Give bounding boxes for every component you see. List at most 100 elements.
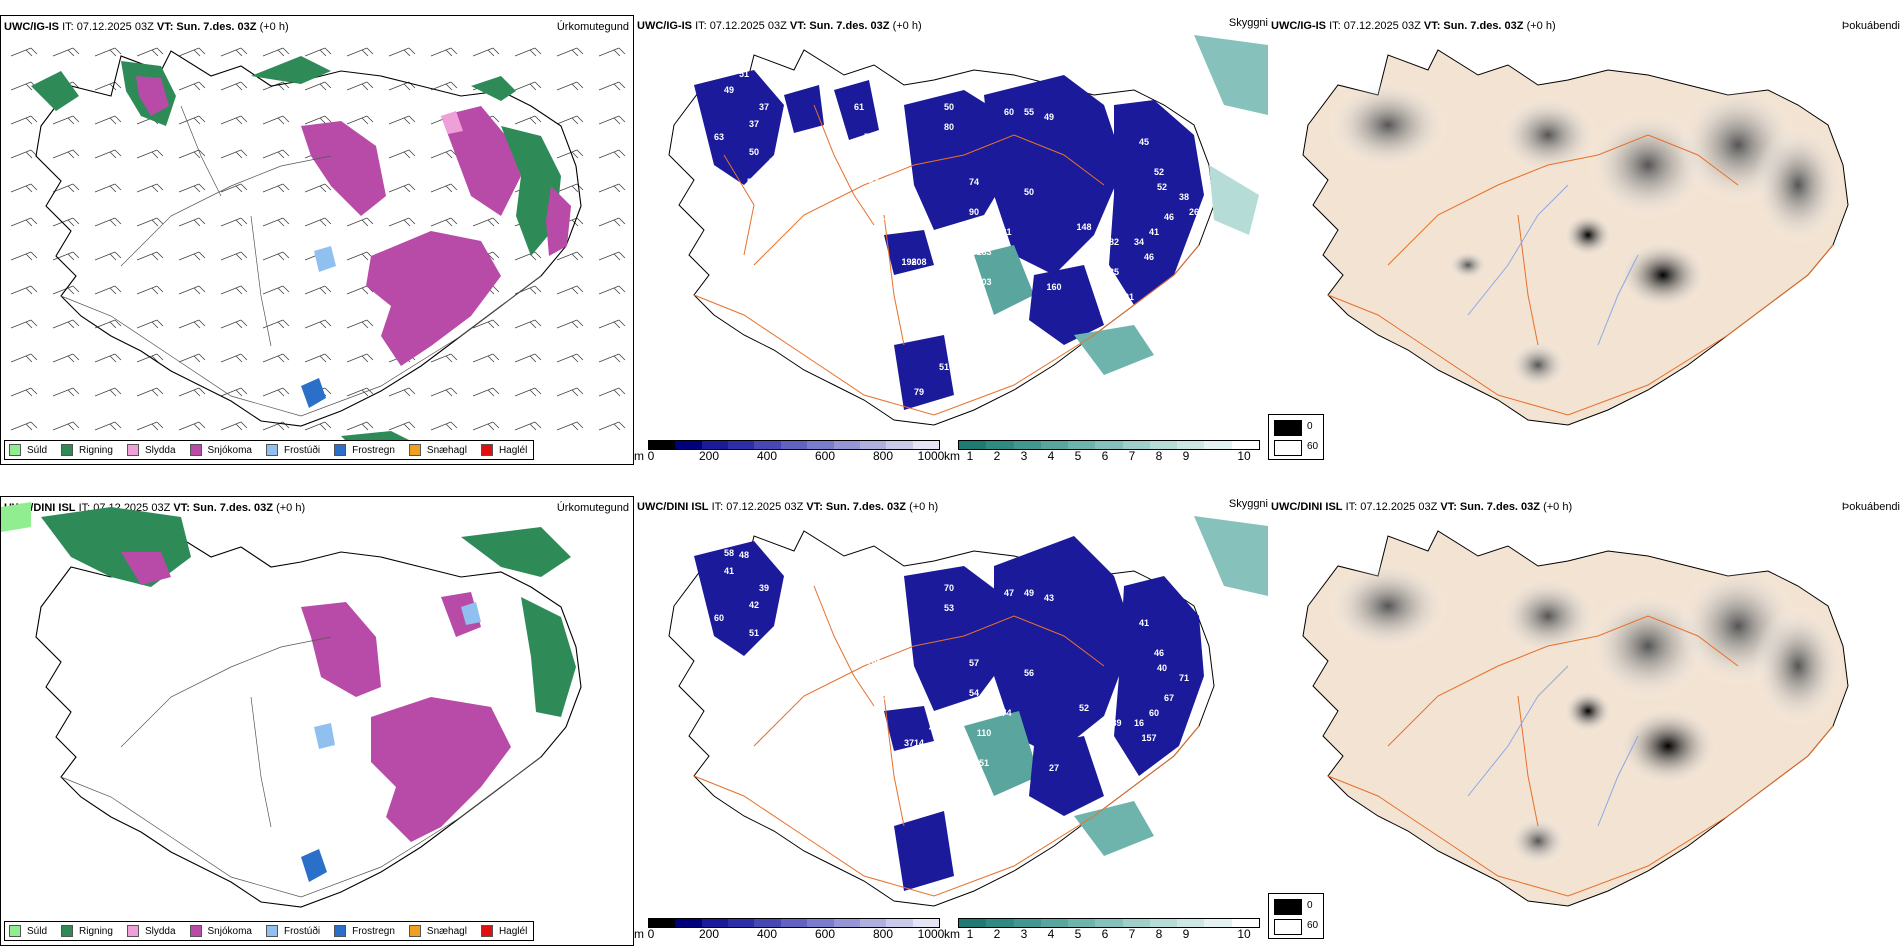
cloud-base-label: 46 [929, 723, 939, 733]
cloud-base-label: 89 [834, 127, 844, 137]
scale-swatch [807, 441, 834, 449]
cloud-base-label: 40 [1157, 663, 1167, 673]
fog-panel-2: UWC/DINI ISL IT: 07.12.2025 03Z VT: Sun.… [1268, 496, 1900, 946]
scale-swatch [780, 441, 808, 449]
scale-swatch [1122, 441, 1150, 449]
panel-title-1c: UWC/IG-IS IT: 07.12.2025 03Z VT: Sun. 7.… [1271, 20, 1556, 32]
cloud-base-label: 10 [894, 182, 904, 192]
scale-swatch [986, 441, 1014, 449]
cloud-base-label: 64 [869, 177, 879, 187]
scale-swatch [701, 919, 729, 927]
scale-swatch [1040, 441, 1069, 449]
visibility-scale-2: km 1 2 3 4 5 6 7 8 9 10 [944, 918, 1264, 941]
cloud-base-label: 49 [1024, 588, 1034, 598]
cloud-base-label: 61 [854, 102, 864, 112]
scale-swatch [833, 919, 860, 927]
cloud-base-label: 48 [739, 550, 749, 560]
scale-swatch [780, 919, 808, 927]
scale-swatch [859, 441, 887, 449]
cloud-base-label: 50 [944, 102, 954, 112]
cloud-base-label: 52 [1154, 167, 1164, 177]
cloud-base-label: 70 [944, 583, 954, 593]
legend-item: Haglél [480, 925, 527, 937]
legend-item: Snjókoma [189, 925, 252, 937]
scale-swatch [1177, 919, 1205, 927]
scale-swatch [649, 919, 676, 927]
cloud-base-unit: m [634, 449, 644, 463]
scale-swatch [1122, 919, 1150, 927]
cloud-base-label: 165 [891, 663, 906, 673]
fog-map-2[interactable] [1268, 496, 1900, 946]
precip-legend-2: Súld Rigning Slydda Snjókoma Frostúði Fr… [4, 921, 535, 941]
cloud-base-label: 48 [1129, 307, 1139, 317]
legend-item: Rigning [61, 444, 113, 456]
cloud-base-label: 60 [714, 613, 724, 623]
cloud-base-label: 41 [724, 566, 734, 576]
scale-swatch [833, 441, 860, 449]
scale-tick: 0 [647, 927, 655, 941]
cloud-base-label: 50 [1024, 187, 1034, 197]
scale-swatch [1177, 441, 1205, 449]
cloud-base-label: 56 [1024, 668, 1034, 678]
cloud-base-label: 58 [769, 638, 779, 648]
cloud-base-label: 80 [724, 192, 734, 202]
visibility-unit: km [944, 449, 960, 463]
fog-title-1: Þokuábendi [1841, 20, 1900, 32]
scale-swatch [886, 441, 913, 449]
scale-tick: 600 [814, 927, 836, 941]
cloud-base-label: 80 [944, 122, 954, 132]
cloud-base-label: 39 [759, 583, 769, 593]
scale-tick: 3 [1020, 927, 1028, 941]
cloud-base-label: 53 [959, 232, 969, 242]
scale-swatch [1204, 919, 1232, 927]
cloud-base-label: 148 [1076, 222, 1091, 232]
cloud-base-label: 50 [749, 147, 759, 157]
cloud-base-label: 38 [1179, 192, 1189, 202]
cloud-base-label: 52 [1157, 182, 1167, 192]
scale-tick: 6 [1101, 449, 1109, 463]
cloud-base-label: 57 [969, 658, 979, 668]
scale-tick: 2 [993, 927, 1001, 941]
scale-swatch [1231, 919, 1259, 927]
cloud-base-label: 46 [1164, 212, 1174, 222]
precip-type-map-2[interactable] [1, 497, 634, 946]
cloud-base-label: 51 [739, 69, 749, 79]
cloud-base-label: 53 [944, 603, 954, 613]
precip-type-map-1[interactable] [1, 16, 634, 465]
precip-legend-1: Súld Rigning Slydda Snjókoma Frostúði Fr… [4, 440, 535, 460]
scale-swatch [986, 919, 1014, 927]
cloud-base-unit: m [634, 927, 644, 941]
scale-swatch [754, 919, 781, 927]
cloud-base-label: 62 [854, 157, 864, 167]
panel-title-1: UWC/IG-IS IT: 07.12.2025 03Z VT: Sun. 7.… [4, 21, 289, 33]
fog-map-1[interactable] [1268, 15, 1900, 465]
cloud-base-label: 26 [1189, 207, 1199, 217]
cloud-base-label: 58 [724, 548, 734, 558]
fog-panel-1: UWC/IG-IS IT: 07.12.2025 03Z VT: Sun. 7.… [1268, 15, 1900, 465]
legend-item: Súld [9, 925, 47, 937]
scale-swatch [1013, 919, 1041, 927]
cloud-base-label: 131 [996, 227, 1011, 237]
scale-swatch [675, 441, 702, 449]
scale-tick: 8 [1155, 449, 1163, 463]
cloud-base-label: 51 [979, 758, 989, 768]
precip-type-panel-1: UWC/IG-IS IT: 07.12.2025 03Z VT: Sun. 7.… [0, 15, 634, 465]
cloud-base-label: 102 [931, 287, 946, 297]
scale-swatch [1068, 441, 1096, 449]
cloud-base-label: 198 [901, 257, 916, 267]
precip-type-title-2: Úrkomutegund [556, 502, 629, 514]
scale-tick: 200 [698, 449, 720, 463]
cloud-base-label: 42 [749, 600, 759, 610]
scale-swatch [959, 441, 987, 449]
cloud-base-label: 60 [1004, 107, 1014, 117]
cloud-base-label: 70 [1099, 307, 1109, 317]
cloud-base-label: 10 [877, 195, 887, 205]
scale-tick: 7 [1128, 927, 1136, 941]
cloud-base-label: 46 [829, 112, 839, 122]
cloud-base-label: 16 [724, 67, 734, 77]
cloud-base-scale-2: m 0 200 400 600 800 1000 [634, 918, 945, 941]
scale-tick: 1000 [917, 927, 945, 941]
cloud-base-label: 77 [879, 367, 889, 377]
